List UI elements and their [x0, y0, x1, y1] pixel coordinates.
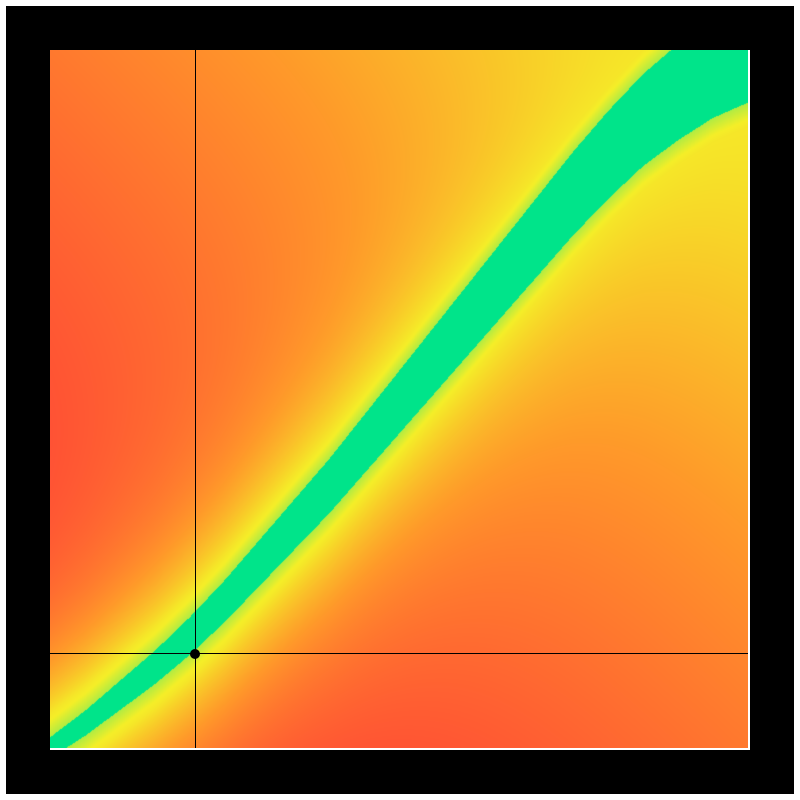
crosshair-dot: [190, 649, 200, 659]
heatmap-canvas: [50, 50, 748, 748]
chart-container: TheBottleneck.com: [0, 0, 800, 800]
frame-right: [750, 6, 794, 794]
crosshair-vertical: [195, 50, 196, 748]
frame-bottom: [6, 750, 794, 794]
frame-top: [6, 6, 794, 50]
frame-left: [6, 6, 50, 794]
crosshair-horizontal: [50, 653, 748, 654]
